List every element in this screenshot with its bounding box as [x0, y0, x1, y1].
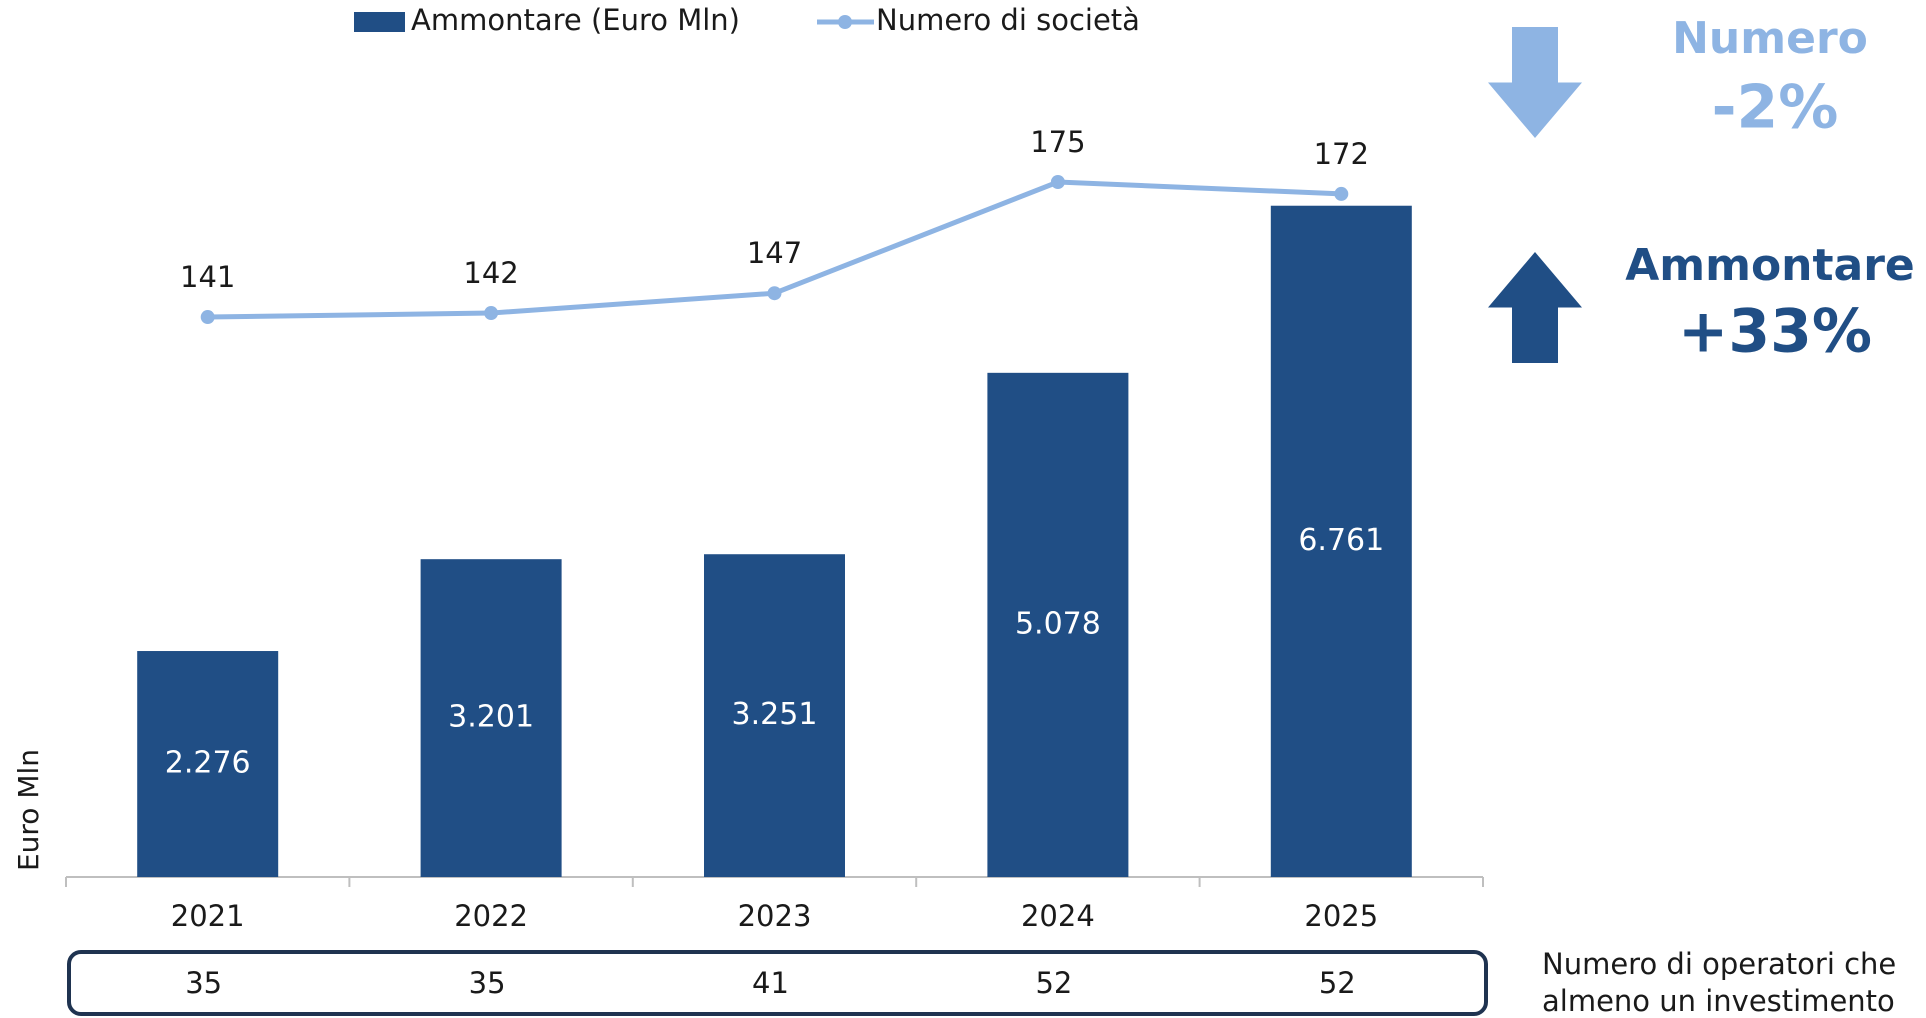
legend-swatch	[838, 15, 852, 29]
operators-value: 52	[1035, 966, 1072, 1000]
annotation-label: Ammontare	[1625, 240, 1915, 291]
annotation-change: -2%	[1712, 73, 1839, 143]
operators-label: almeno un investimento	[1542, 984, 1895, 1018]
x-tick-label: 2022	[454, 899, 528, 933]
operators-value: 35	[185, 966, 222, 1000]
operators-value: 35	[469, 966, 506, 1000]
annotation-arrow	[1488, 27, 1582, 138]
annotation-arrow	[1488, 252, 1582, 363]
x-tick-label: 2021	[171, 899, 245, 933]
bar	[987, 372, 1129, 877]
x-tick-label: 2024	[1021, 899, 1095, 933]
operators-value: 52	[1319, 966, 1356, 1000]
bar	[1270, 205, 1412, 878]
y-axis-label: Euro Mln	[12, 749, 45, 871]
line-value-label: 175	[1030, 125, 1085, 159]
line-point	[484, 306, 499, 321]
line-point	[1050, 175, 1065, 189]
legend-label: Ammontare (Euro Mln)	[411, 3, 740, 37]
line-point	[200, 310, 215, 325]
operators-value: 41	[752, 966, 789, 1000]
bar-value-label: 3.251	[732, 697, 818, 732]
bar-value-label: 2.276	[165, 746, 251, 781]
line-value-label: 172	[1314, 137, 1369, 171]
operators-label: Numero di operatori che	[1542, 947, 1896, 981]
bar-value-label: 6.761	[1298, 523, 1384, 558]
line-point	[767, 286, 782, 301]
line-point	[1334, 186, 1349, 201]
line-value-label: 142	[463, 256, 518, 290]
annotation-change: +33%	[1678, 297, 1872, 367]
bar	[420, 559, 562, 877]
bar	[137, 651, 279, 877]
legend-swatch	[354, 12, 405, 32]
bar-value-label: 3.201	[448, 700, 534, 735]
bar-value-label: 5.078	[1015, 606, 1101, 641]
line-value-label: 141	[180, 260, 235, 294]
bar	[704, 554, 845, 877]
annotation-label: Numero	[1672, 13, 1868, 64]
x-tick-label: 2023	[738, 899, 812, 933]
x-tick-label: 2025	[1304, 899, 1378, 933]
legend-label: Numero di società	[876, 3, 1140, 37]
operators-box	[67, 950, 1488, 1016]
line-value-label: 147	[747, 236, 802, 270]
